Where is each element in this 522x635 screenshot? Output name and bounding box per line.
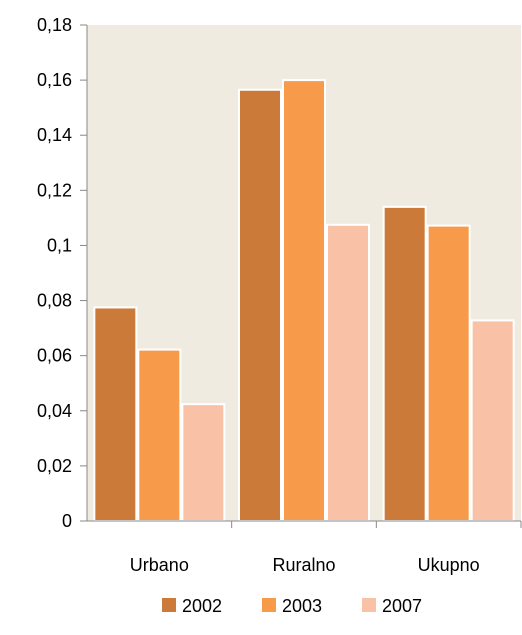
y-tick-label: 0,1 [47, 235, 72, 255]
legend: 2002 2003 2007 [162, 596, 422, 616]
bar-2003-ruralno [283, 80, 325, 521]
legend-label-2003: 2003 [282, 596, 322, 616]
bar-2003-ukupno [428, 226, 470, 521]
x-axis-categories: Urbano Ruralno Ukupno [130, 521, 521, 575]
x-category-label: Ruralno [272, 555, 335, 575]
x-category-label: Ukupno [418, 555, 480, 575]
y-tick-label: 0,12 [37, 180, 72, 200]
bar-2007-urbano [182, 404, 224, 521]
y-tick-label: 0,02 [37, 456, 72, 476]
x-category-label: Urbano [130, 555, 189, 575]
legend-label-2007: 2007 [382, 596, 422, 616]
bar-2002-urbano [94, 307, 136, 521]
bar-2002-ukupno [384, 207, 426, 521]
bar-2007-ukupno [472, 320, 514, 521]
y-tick-label: 0,18 [37, 15, 72, 35]
y-tick-label: 0,14 [37, 125, 72, 145]
y-tick-label: 0,16 [37, 70, 72, 90]
y-axis-ticks: 0 0,02 0,04 0,06 0,08 0,1 0,12 0,14 0,16 0,18 [37, 15, 87, 531]
bar-2003-urbano [138, 350, 180, 521]
legend-label-2002: 2002 [182, 596, 222, 616]
legend-swatch-2002 [162, 598, 176, 612]
y-tick-label: 0,04 [37, 401, 72, 421]
legend-swatch-2007 [362, 598, 376, 612]
y-tick-label: 0,08 [37, 291, 72, 311]
y-tick-label: 0 [62, 511, 72, 531]
bar-2002-ruralno [239, 90, 281, 521]
legend-swatch-2003 [262, 598, 276, 612]
y-tick-label: 0,06 [37, 346, 72, 366]
bar-2007-ruralno [327, 225, 369, 521]
